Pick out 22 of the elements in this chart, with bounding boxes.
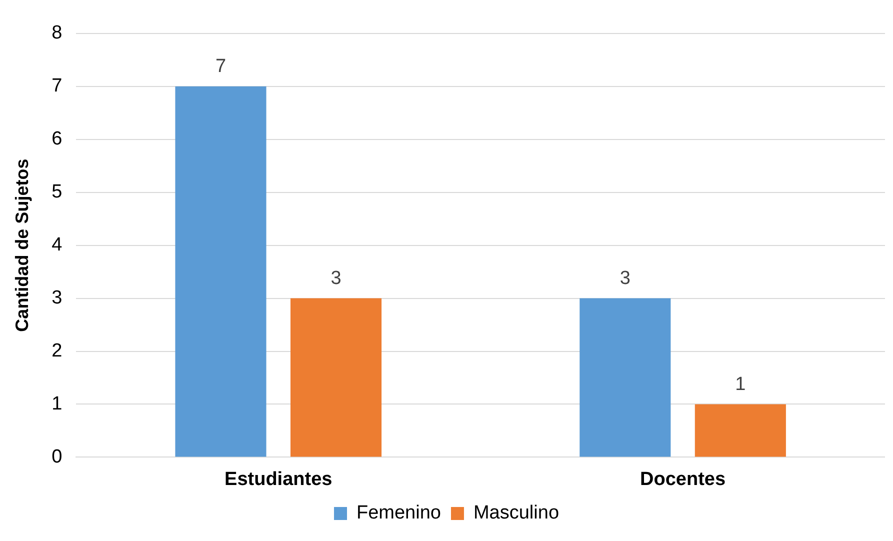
x-tick-label: Estudiantes [224, 468, 332, 490]
data-label: 7 [215, 56, 226, 78]
x-tick-label: Docentes [640, 468, 726, 490]
bar [580, 298, 671, 457]
y-tick-label: 3 [52, 288, 62, 309]
data-label: 3 [330, 268, 342, 290]
y-tick-label: 2 [52, 340, 62, 362]
y-axis-title: Cantidad de Sujetos [12, 158, 32, 332]
y-tick-label: 4 [52, 234, 63, 256]
bar [694, 404, 786, 457]
legend-label: Femenino [356, 502, 441, 524]
y-tick-label: 6 [52, 128, 62, 150]
legend-label: Masculino [473, 502, 560, 524]
bar [175, 86, 266, 457]
y-tick-label: 1 [52, 393, 62, 414]
data-label: 1 [735, 374, 746, 395]
data-label: 3 [620, 268, 630, 290]
bar [290, 298, 382, 457]
y-tick-label: 0 [52, 446, 62, 468]
y-tick-label: 8 [52, 22, 62, 44]
y-tick-label: 7 [52, 76, 62, 97]
y-tick-label: 5 [52, 182, 62, 203]
